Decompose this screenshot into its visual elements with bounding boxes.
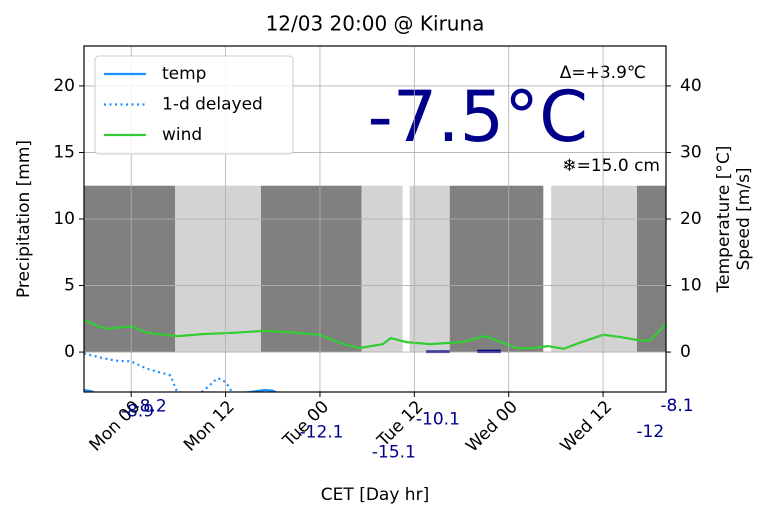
y-axis-label: Precipitation [mm] xyxy=(14,140,34,298)
chart-title: 12/03 20:00 @ Kiruna xyxy=(266,12,485,36)
y2-tick-label: 40 xyxy=(680,76,702,96)
temp-annotation: -10.1 xyxy=(416,409,460,429)
y2-tick-label: 0 xyxy=(680,342,691,362)
x-tick-label: Wed 00 xyxy=(462,397,521,456)
legend-label: 1-d delayed xyxy=(162,95,263,115)
y2-axis-label: Temperature [°C] xyxy=(714,146,734,294)
day-night-band xyxy=(551,185,637,353)
day-night-band xyxy=(636,185,666,353)
temp-annotation: -12.1 xyxy=(300,423,344,443)
legend: temp 1-d delayed wind xyxy=(94,55,294,155)
y2-axis-label: Speed [m/s] xyxy=(734,167,754,270)
plot-area xyxy=(84,185,666,392)
plot-frame xyxy=(83,45,667,393)
series-line xyxy=(84,319,666,350)
day-night-band xyxy=(449,185,544,353)
day-night-band xyxy=(361,185,403,353)
legend-label: temp xyxy=(162,64,206,84)
current-temp: -7.5°C xyxy=(368,76,588,158)
y-tick-label: 10 xyxy=(53,209,75,229)
day-night-band xyxy=(175,185,261,353)
series-line xyxy=(84,352,234,392)
precip-bar xyxy=(477,349,501,354)
temp-annotation: -15.1 xyxy=(372,443,416,463)
plot-background xyxy=(84,185,666,392)
y2-tick-label: 10 xyxy=(680,276,702,296)
day-night-band xyxy=(84,185,176,353)
x-tick-label: Wed 12 xyxy=(557,397,616,456)
y-tick-label: 0 xyxy=(64,342,75,362)
y2-tick-label: 20 xyxy=(680,209,702,229)
temp-annotation: -12 xyxy=(636,422,664,442)
legend-box xyxy=(94,55,294,155)
y-tick-label: 15 xyxy=(53,142,75,162)
day-night-band xyxy=(260,185,362,353)
y2-tick-label: 30 xyxy=(680,142,702,162)
snow-depth: ❄=15.0 cm xyxy=(562,156,660,176)
y-tick-label: 5 xyxy=(64,276,75,296)
temp-annotation: -8.9 xyxy=(121,401,154,421)
temp-annotation: -8.2 xyxy=(133,397,166,417)
day-night-band xyxy=(409,185,450,353)
x-tick-label: Mon 12 xyxy=(180,397,239,456)
x-axis-label: CET [Day hr] xyxy=(321,485,429,505)
y-tick-label: 20 xyxy=(53,76,75,96)
temp-annotation: -8.1 xyxy=(660,396,693,416)
legend-label: wind xyxy=(162,125,202,145)
